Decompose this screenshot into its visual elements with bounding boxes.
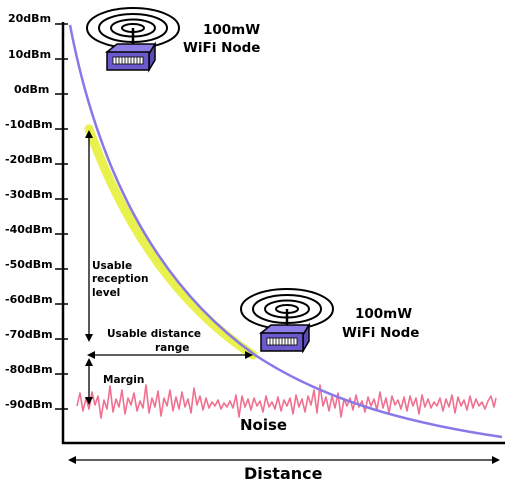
y-tick-label: -20dBm: [5, 153, 53, 166]
usable-reception-line3: level: [92, 287, 120, 299]
y-tick-label: -40dBm: [5, 223, 53, 236]
y-tick-label: -10dBm: [5, 118, 53, 131]
usable-range-highlight: [84, 124, 258, 360]
usable-distance-line1: Usable distance: [107, 328, 201, 340]
noise-label: Noise: [240, 416, 287, 434]
noise-line: [76, 384, 497, 419]
y-tick-label: -60dBm: [5, 293, 53, 306]
usable-distance-line2: range: [155, 342, 189, 354]
wifi-router-icon: [240, 288, 334, 354]
top-node-power: 100mW: [203, 22, 260, 38]
y-tick-label: 10dBm: [8, 48, 51, 61]
margin-label: Margin: [103, 374, 144, 386]
y-tick-label: -90dBm: [5, 398, 53, 411]
bottom-node-power: 100mW: [355, 306, 412, 322]
wifi-router-icon: [86, 7, 180, 73]
signal-decay-curve: [68, 24, 503, 439]
top-node-name: WiFi Node: [183, 40, 260, 56]
y-tick-label: -50dBm: [5, 258, 53, 271]
y-axis-ticks: 20dBm 10dBm 0dBm -10dBm -20dBm -30dBm -4…: [5, 12, 68, 411]
bottom-node-name: WiFi Node: [342, 325, 419, 341]
usable-reception-label: Usable reception level: [92, 260, 148, 299]
y-tick-label: 0dBm: [14, 83, 49, 96]
distance-axis-label: Distance: [244, 464, 323, 483]
usable-reception-line2: reception: [92, 273, 148, 285]
y-tick-label: -80dBm: [5, 363, 53, 376]
y-tick-label: -30dBm: [5, 188, 53, 201]
usable-distance-label: Usable distance range: [107, 328, 201, 354]
usable-reception-line1: Usable: [92, 260, 132, 272]
y-tick-label: -70dBm: [5, 328, 53, 341]
y-tick-label: 20dBm: [8, 12, 51, 25]
